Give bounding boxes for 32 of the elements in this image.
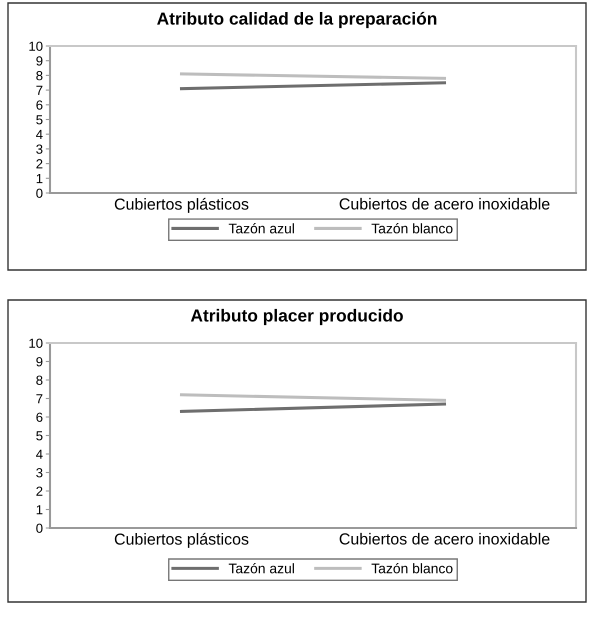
y-tick-label: 6	[36, 412, 42, 422]
chart-title: Atributo placer producido	[190, 308, 403, 326]
y-tick-label: 2	[36, 159, 42, 168]
y-tick-label: 3	[36, 144, 42, 154]
chart-title: Atributo calidad de la preparación	[157, 12, 436, 28]
x-tick-label: Cubiertos de acero inoxidable	[340, 532, 550, 545]
y-tick-label: 10	[29, 42, 43, 51]
x-tick-label: Cubiertos plásticos	[114, 198, 248, 213]
y-tick-label: 8	[36, 70, 42, 80]
legend-label: Tazón azul	[228, 563, 294, 574]
y-tick-label: 7	[36, 86, 42, 95]
y-tick-label: 4	[36, 450, 43, 459]
x-tick-label: Cubiertos plásticos	[114, 532, 248, 548]
y-tick-label: 3	[36, 468, 42, 478]
y-tick-label: 0	[36, 524, 43, 533]
y-tick-label: 5	[36, 431, 43, 440]
y-tick-label: 6	[36, 100, 42, 110]
y-tick-label: 1	[36, 505, 42, 514]
y-tick-label: 5	[36, 115, 43, 124]
y-tick-label: 0	[36, 188, 43, 198]
y-tick-label: 7	[36, 394, 42, 404]
y-tick-label: 9	[36, 56, 42, 66]
y-tick-label: 9	[36, 357, 42, 366]
x-tick-label: Cubiertos de acero inoxidable	[340, 198, 550, 210]
legend-label: Tazón blanco	[372, 563, 453, 574]
legend-label: Tazón azul	[228, 223, 294, 234]
y-tick-label: 2	[36, 486, 42, 496]
y-tick-label: 4	[36, 130, 43, 139]
y-tick-label: 8	[36, 376, 42, 385]
legend-label: Tazón blanco	[372, 223, 453, 234]
y-tick-label: 10	[29, 338, 43, 348]
y-tick-label: 1	[36, 174, 42, 184]
